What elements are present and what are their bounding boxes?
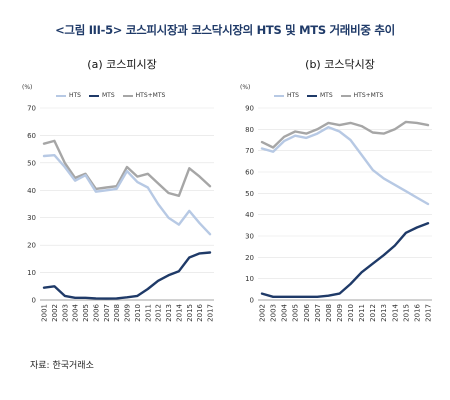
y-tick-label: 80 [245, 126, 254, 134]
series-line-mts [260, 222, 430, 298]
x-tick-label: 2014 [175, 303, 183, 321]
x-tick-label: 2010 [347, 304, 355, 322]
legend-item-hts: HTS [56, 92, 81, 99]
x-tick-label: 2003 [61, 304, 69, 322]
legend-swatch-hts-mts [122, 94, 133, 97]
legend-swatch-hts [56, 94, 66, 97]
y-tick-label: 30 [245, 233, 254, 241]
source-note: 자료: 한국거래소 [30, 361, 94, 371]
x-tick-label: 2009 [124, 304, 132, 322]
x-tick-label: 2002 [259, 304, 267, 322]
x-tick-label: 2009 [336, 304, 344, 322]
legend-label-hts-mts: HTS+MTS [135, 92, 166, 99]
y-tick-label: 0 [32, 297, 36, 305]
y-tick-label: 70 [27, 105, 36, 113]
y-tick-label: 60 [27, 132, 36, 140]
series-line-hts-mts [42, 139, 212, 197]
x-tick-label: 2014 [391, 303, 399, 321]
y-tick-label: 0 [250, 297, 254, 305]
series-line-mts [42, 251, 212, 300]
y-tick-label: 10 [27, 269, 36, 277]
y-tick-label: 50 [27, 159, 36, 167]
panel-title-kosdaq: (b) 코스닥시장 [305, 58, 375, 71]
y-tick-label: 50 [245, 190, 254, 198]
series-line-hts [260, 126, 430, 206]
legend-item-mts: MTS [307, 92, 333, 99]
legend-item-hts: HTS [274, 92, 299, 99]
x-tick-label: 2013 [165, 304, 173, 322]
x-tick-label: 2004 [281, 303, 289, 321]
y-unit-label-kosdaq: (%) [240, 84, 251, 91]
legend-swatch-mts [89, 94, 99, 97]
x-tick-label: 2011 [144, 304, 152, 322]
series-line-hts [42, 154, 212, 236]
x-tick-label: 2013 [380, 304, 388, 322]
x-tick-label: 2008 [325, 304, 333, 322]
y-tick-label: 40 [27, 187, 36, 195]
legend-swatch-hts-mts [340, 94, 351, 97]
legend-label-mts: MTS [102, 92, 115, 99]
x-tick-label: 2015 [402, 304, 410, 322]
x-tick-label: 2016 [196, 303, 204, 321]
y-unit-label-kospi: (%) [22, 84, 33, 91]
legend-kospi: HTS MTS HTS+MTS [56, 92, 165, 99]
x-tick-label: 2001 [41, 304, 49, 322]
y-tick-label: 60 [245, 169, 254, 177]
x-tick-label: 2012 [369, 304, 377, 322]
x-tick-label: 2016 [413, 303, 421, 321]
legend-label-hts-mts: HTS+MTS [353, 92, 384, 99]
y-tick-label: 20 [27, 242, 36, 250]
y-tick-label: 90 [245, 105, 254, 113]
y-tick-label: 30 [27, 214, 36, 222]
legend-swatch-mts [307, 94, 317, 97]
series-line-hts-mts [260, 120, 430, 149]
x-tick-label: 2007 [314, 304, 322, 322]
x-tick-label: 2007 [103, 304, 111, 322]
x-tick-label: 2005 [292, 304, 300, 322]
legend-label-hts: HTS [69, 92, 81, 99]
x-tick-label: 2003 [270, 304, 278, 322]
x-tick-label: 2006 [303, 303, 311, 321]
x-tick-label: 2002 [51, 304, 59, 322]
x-tick-label: 2010 [134, 304, 142, 322]
legend-label-mts: MTS [320, 92, 333, 99]
x-tick-label: 2017 [207, 304, 215, 322]
x-tick-label: 2011 [358, 304, 366, 322]
legend-item-mts: MTS [89, 92, 115, 99]
panel-title-kospi: (a) 코스피시장 [87, 58, 157, 71]
y-tick-label: 40 [245, 211, 254, 219]
x-tick-label: 2017 [425, 304, 433, 322]
x-tick-label: 2004 [72, 303, 80, 321]
x-tick-label: 2015 [186, 304, 194, 322]
x-tick-label: 2006 [92, 303, 100, 321]
chart-panel-kosdaq: (b) 코스닥시장 (%) HTS MTS HTS+MTS 0 10 20 30 40 5… [240, 56, 440, 346]
legend-item-hts-mts: HTS+MTS [340, 92, 384, 99]
y-tick-label: 70 [245, 147, 254, 155]
y-tick-label: 10 [245, 275, 254, 283]
legend-kosdaq: HTS MTS HTS+MTS [274, 92, 383, 99]
figure-title: <그림 III-5> 코스피시장과 코스닥시장의 HTS 및 MTS 거래비중 … [55, 23, 395, 37]
x-tick-label: 2008 [113, 304, 121, 322]
legend-swatch-hts [274, 94, 284, 97]
x-tick-label: 2012 [155, 304, 163, 322]
legend-item-hts-mts: HTS+MTS [122, 92, 166, 99]
chart-panel-kospi: (a) 코스피시장 (%) HTS MTS HTS+MTS 0 10 20 30 40 5… [22, 56, 222, 346]
legend-label-hts: HTS [287, 92, 299, 99]
x-tick-label: 2005 [82, 304, 90, 322]
y-tick-label: 20 [245, 254, 254, 262]
